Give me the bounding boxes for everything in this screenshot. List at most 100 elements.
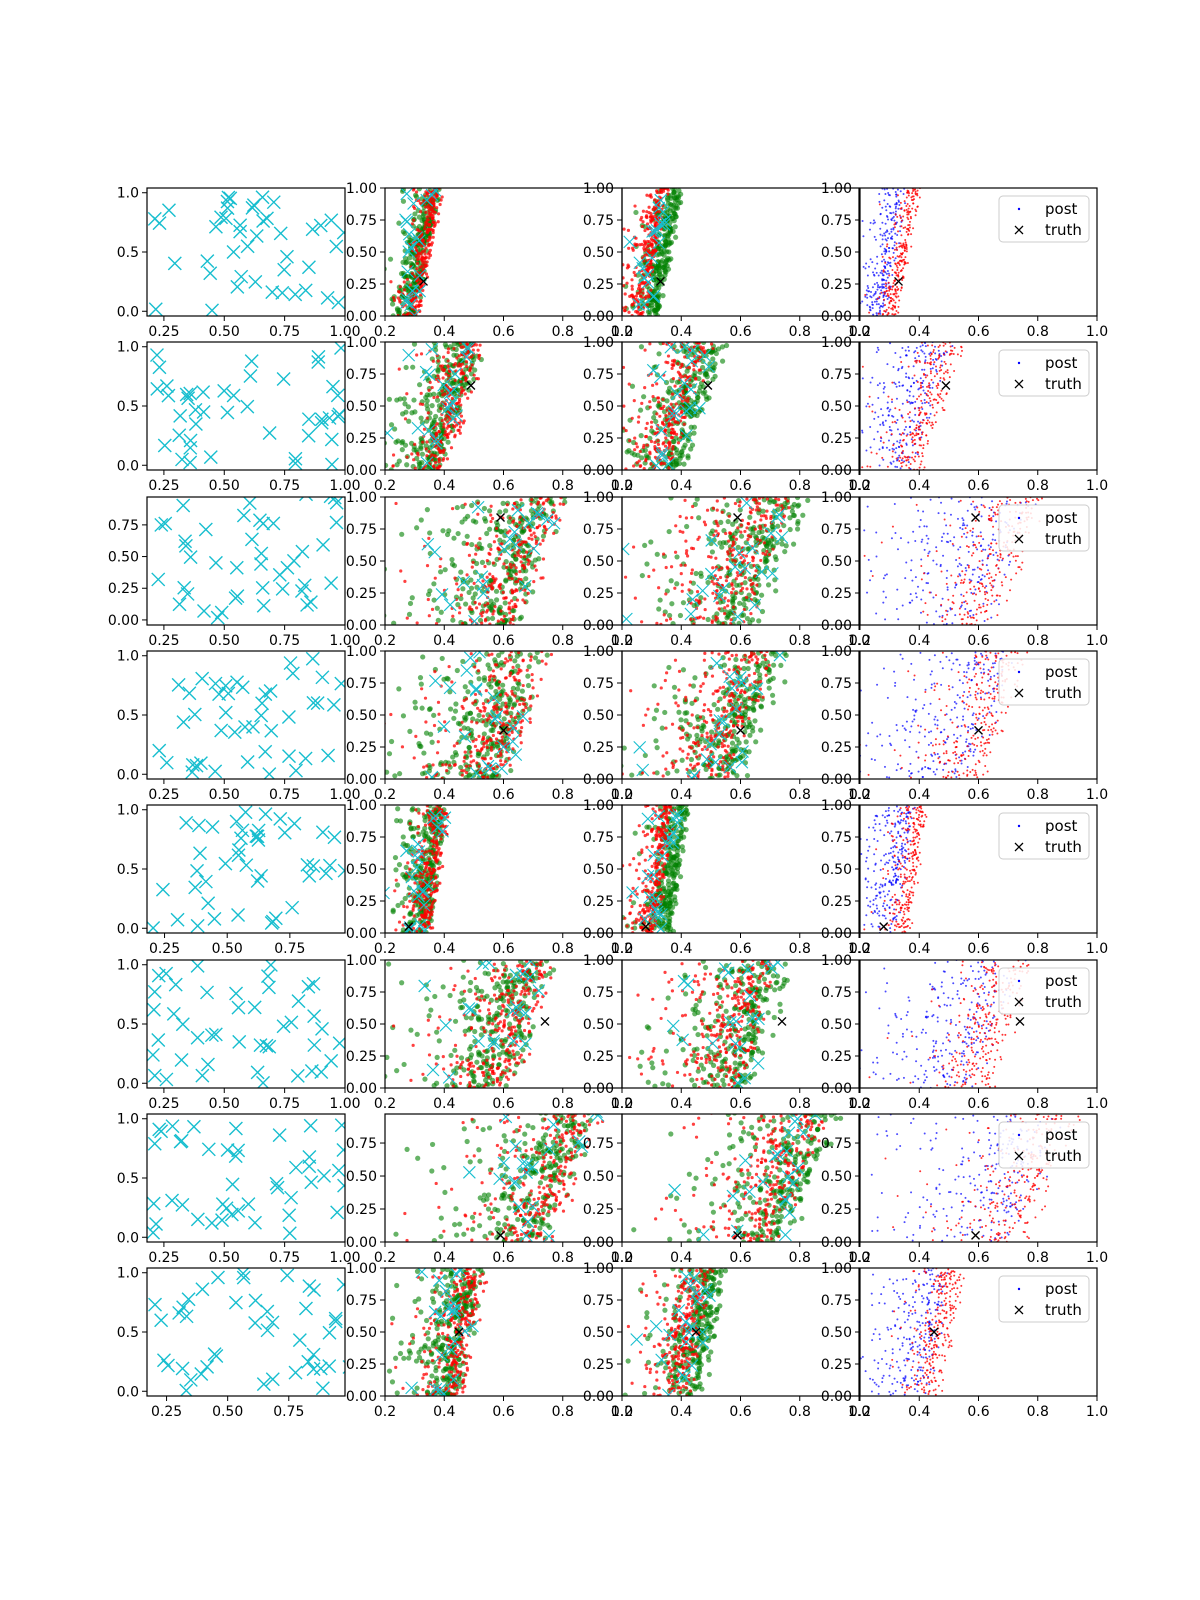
post-dot-red — [888, 285, 891, 288]
sample-dot-red — [661, 442, 665, 446]
sample-dot-red — [676, 441, 681, 445]
sample-dot-red — [481, 579, 485, 583]
post-dot-blue — [914, 357, 917, 360]
sample-dot-red — [703, 349, 707, 353]
design-overlay-marker — [667, 404, 681, 418]
post-dot-blue — [989, 546, 992, 549]
sample-dot-red — [744, 554, 749, 558]
post-dot-blue — [917, 388, 920, 391]
design-overlay-marker — [772, 508, 786, 521]
sample-dot-red — [415, 267, 419, 271]
sample-dot-red — [690, 516, 694, 520]
sample-dot-red — [770, 535, 774, 539]
sample-dot-red — [661, 420, 665, 424]
sample-dot-red — [439, 440, 443, 444]
post-dot-blue — [920, 349, 923, 352]
sample-dot-red — [419, 352, 424, 356]
sample-dot-green — [405, 404, 412, 410]
sample-dot-red — [703, 607, 707, 612]
post-dot-blue — [934, 358, 937, 361]
post-dot-red — [894, 290, 897, 293]
post-dot-red — [922, 419, 925, 422]
sample-dot-red — [718, 575, 723, 580]
post-dot-red — [927, 384, 930, 387]
sample-dot-red — [656, 439, 660, 443]
sample-dot-red — [523, 588, 527, 592]
design-point-marker — [197, 604, 211, 619]
sample-dot-red — [623, 575, 628, 579]
design-point-marker — [233, 218, 248, 233]
sample-dot-red — [425, 230, 429, 234]
design-point-marker — [218, 211, 233, 226]
post-dot-red — [909, 420, 912, 423]
design-overlay-marker — [420, 456, 434, 470]
post-dot-red — [910, 199, 913, 202]
sample-dot-green — [649, 428, 655, 434]
sample-dot-red — [668, 617, 673, 621]
sample-dot-red — [734, 537, 739, 541]
sample-dot-red — [670, 392, 675, 396]
post-dot-red — [971, 592, 974, 595]
design-overlay-marker — [437, 378, 451, 392]
sample-dot-red — [750, 587, 754, 591]
sample-dot-red — [635, 461, 639, 465]
post-dot-blue — [893, 244, 896, 247]
post-dot-red — [896, 286, 899, 289]
sample-dot-green — [672, 224, 678, 230]
post-dot-blue — [931, 367, 934, 370]
sample-dot-green — [794, 526, 801, 532]
sample-dot-red — [526, 591, 530, 596]
post-dot-blue — [909, 593, 912, 596]
post-dot-blue — [869, 221, 872, 224]
y-tick-label: 0.50 — [108, 550, 139, 566]
sample-dot-red — [427, 256, 431, 260]
sample-dot-red — [655, 427, 659, 431]
sample-dot-red — [723, 612, 727, 616]
post-dot-blue — [870, 290, 873, 293]
sample-dot-green — [710, 356, 716, 362]
sample-dot-green — [418, 446, 424, 452]
post-dot-red — [897, 295, 900, 298]
sample-dot-red — [723, 606, 727, 610]
post-dot-blue — [872, 271, 875, 274]
post-dot-blue — [900, 459, 903, 462]
post-dot-blue — [901, 604, 904, 607]
sample-dot-red — [680, 364, 684, 368]
post-dot-red — [934, 421, 937, 424]
sample-dot-red — [477, 353, 482, 357]
sample-dot-red — [529, 502, 533, 506]
post-dot-red — [914, 455, 917, 458]
post-dot-red — [915, 361, 918, 364]
y-tick-label: 1.00 — [583, 335, 614, 351]
design-overlay-marker — [530, 506, 544, 520]
post-dot-red — [918, 196, 921, 199]
sample-dot-red — [459, 403, 463, 407]
post-dot-red — [933, 361, 936, 364]
post-dot-blue — [1001, 559, 1004, 562]
sample-dot-green — [445, 439, 451, 445]
post-dot-red — [921, 452, 924, 455]
post-dot-red — [912, 458, 915, 461]
post-dot-blue — [976, 566, 979, 569]
sample-dot-red — [688, 375, 692, 379]
sample-dot-red — [662, 552, 666, 556]
post-dot-red — [921, 421, 924, 424]
design-overlay-marker — [652, 236, 666, 250]
sample-dot-green — [667, 612, 673, 619]
sample-dot-green — [688, 424, 694, 430]
sample-dot-green — [484, 530, 490, 537]
post-dot-red — [919, 393, 922, 396]
post-dot-blue — [922, 389, 925, 392]
sample-dot-red — [684, 551, 689, 555]
post-dot-red — [929, 363, 932, 366]
design-point-marker — [276, 372, 291, 387]
post-dot-blue — [891, 217, 894, 220]
post-dot-red — [942, 377, 945, 380]
sample-dot-red — [755, 537, 759, 541]
sample-dot-red — [497, 557, 502, 561]
post-dot-red — [970, 616, 973, 619]
post-dot-blue — [885, 209, 888, 212]
post-dot-blue — [908, 390, 911, 393]
sample-dot-red — [423, 205, 428, 209]
design-overlay-marker — [448, 367, 462, 381]
